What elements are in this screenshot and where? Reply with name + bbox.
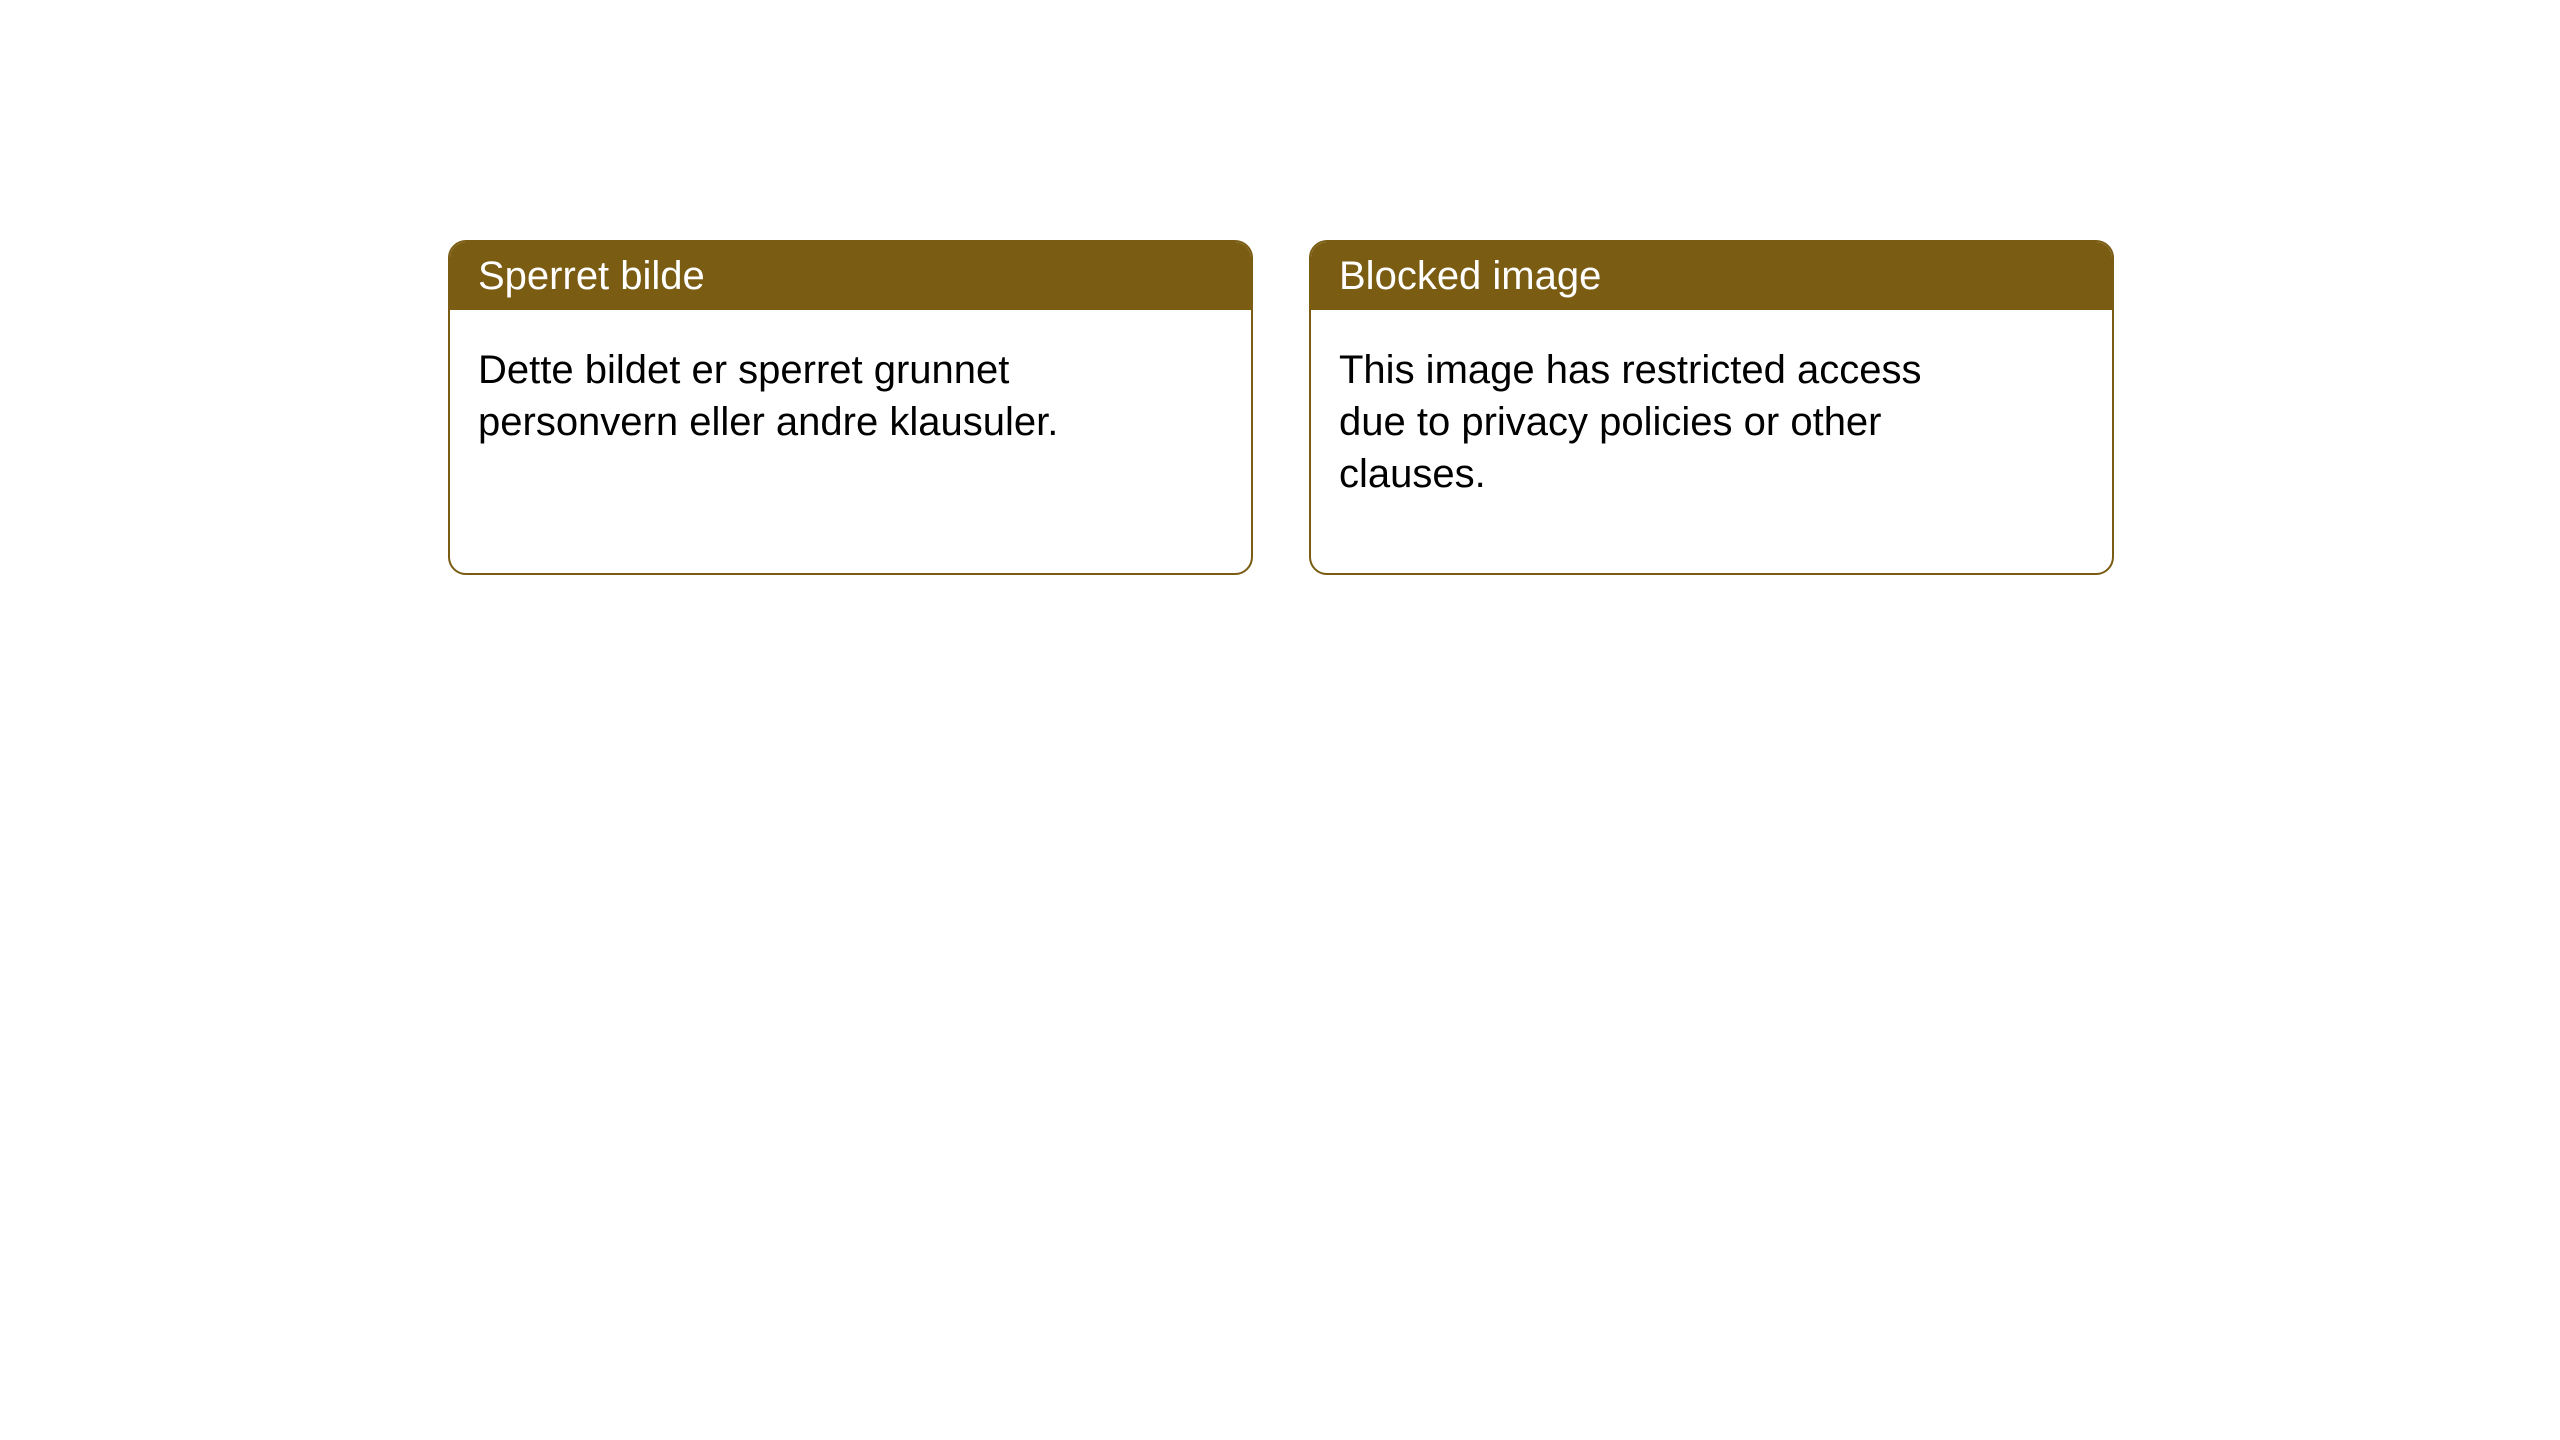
notice-body: Dette bildet er sperret grunnet personve…	[450, 310, 1150, 482]
notice-container: Sperret bilde Dette bildet er sperret gr…	[0, 0, 2560, 575]
notice-card-norwegian: Sperret bilde Dette bildet er sperret gr…	[448, 240, 1253, 575]
notice-body: This image has restricted access due to …	[1311, 310, 2011, 534]
notice-header: Blocked image	[1311, 242, 2112, 310]
notice-card-english: Blocked image This image has restricted …	[1309, 240, 2114, 575]
notice-header: Sperret bilde	[450, 242, 1251, 310]
